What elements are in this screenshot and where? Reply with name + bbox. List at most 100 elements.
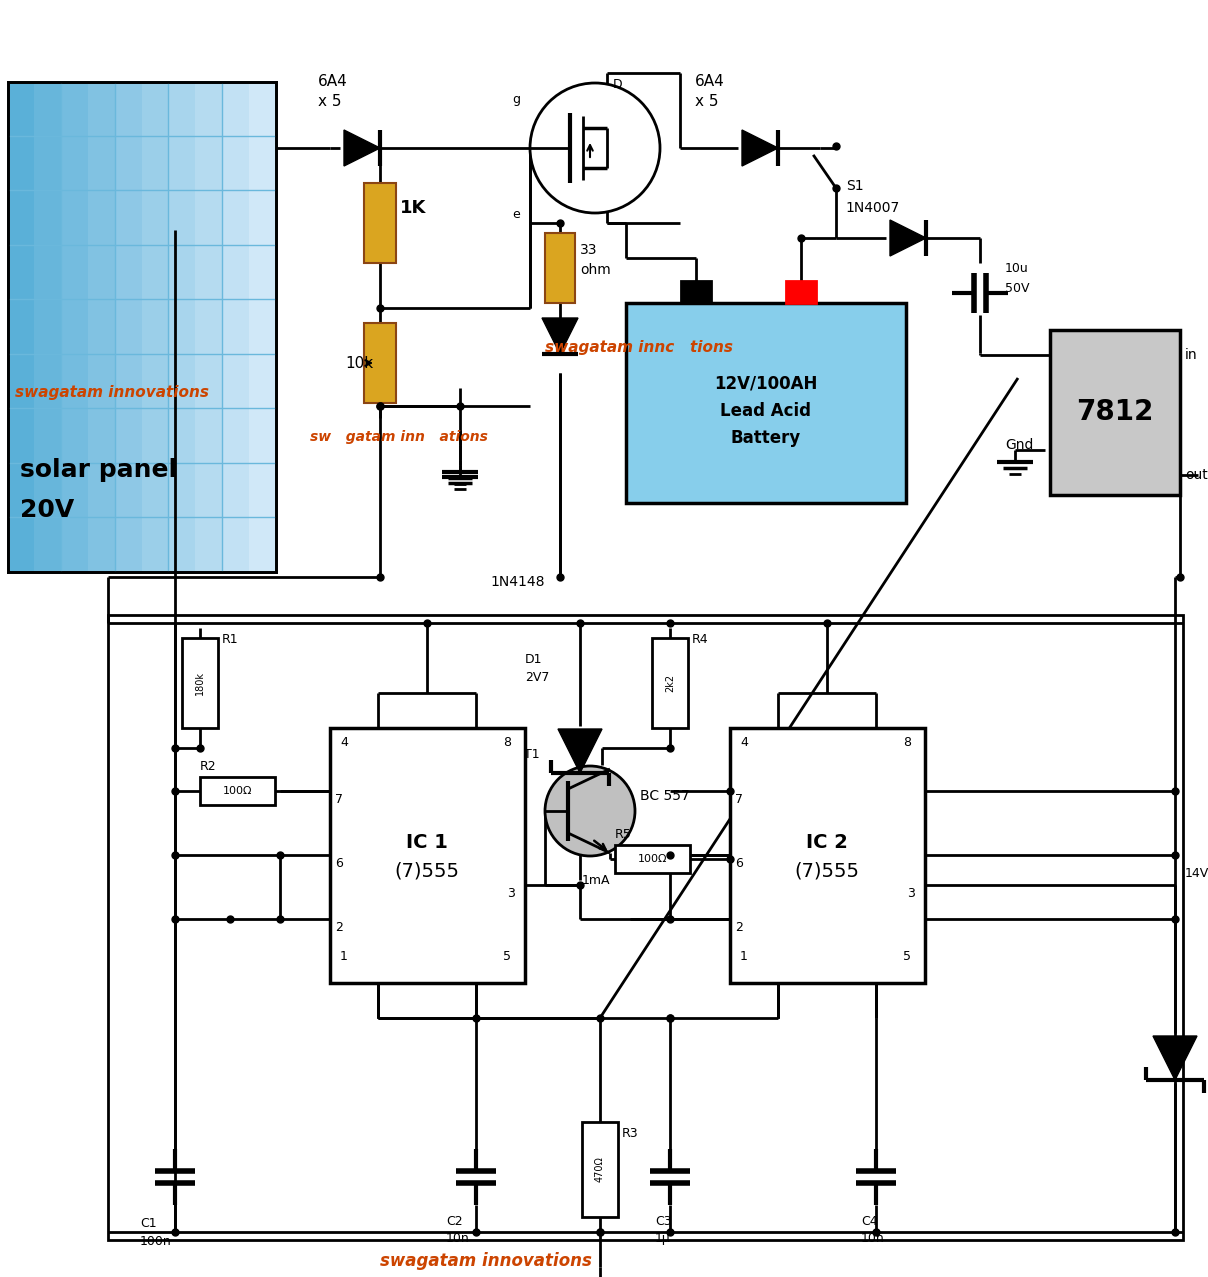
Bar <box>652 638 689 728</box>
Text: e: e <box>512 208 519 221</box>
Text: 180k: 180k <box>194 670 205 695</box>
Bar <box>34 82 60 572</box>
Text: 10k: 10k <box>345 355 373 370</box>
Bar <box>615 845 690 873</box>
Text: C3: C3 <box>655 1214 672 1228</box>
Text: 100Ω: 100Ω <box>638 854 667 865</box>
Text: 1N4007: 1N4007 <box>846 200 899 215</box>
Text: S1: S1 <box>846 179 864 193</box>
Bar <box>730 728 925 983</box>
Text: solar panel: solar panel <box>21 458 178 481</box>
Text: 5: 5 <box>904 950 911 963</box>
Text: 3: 3 <box>507 888 515 900</box>
Text: 4: 4 <box>741 736 748 750</box>
Text: BC 557: BC 557 <box>640 789 690 803</box>
Text: 10n: 10n <box>446 1232 470 1245</box>
Text: 8: 8 <box>904 736 911 750</box>
Text: x 5: x 5 <box>318 94 342 110</box>
Polygon shape <box>742 130 778 166</box>
Text: R3: R3 <box>622 1128 639 1140</box>
Bar <box>143 82 169 572</box>
Bar <box>8 82 35 572</box>
Text: Lead Acid: Lead Acid <box>720 402 812 420</box>
Text: C4: C4 <box>861 1214 878 1228</box>
Text: 6: 6 <box>335 857 343 870</box>
Text: out: out <box>1185 467 1208 481</box>
Text: D: D <box>612 78 622 91</box>
Text: 33: 33 <box>580 243 598 257</box>
Text: 8: 8 <box>503 736 511 750</box>
Bar <box>8 82 275 572</box>
Text: R5: R5 <box>615 827 632 842</box>
Text: sw   gatam inn   ations: sw gatam inn ations <box>310 430 488 444</box>
Bar <box>201 776 275 805</box>
Text: in: in <box>1185 349 1197 361</box>
Text: ohm: ohm <box>580 263 611 277</box>
Bar <box>626 303 906 503</box>
Text: 1N4148: 1N4148 <box>490 575 545 589</box>
Text: 2V7: 2V7 <box>525 670 550 684</box>
Text: 6: 6 <box>734 857 743 870</box>
Bar <box>168 82 194 572</box>
Bar <box>786 281 815 303</box>
Bar <box>182 638 217 728</box>
Text: C1: C1 <box>140 1217 157 1230</box>
Text: 5: 5 <box>503 950 511 963</box>
Text: R2: R2 <box>201 760 216 773</box>
Circle shape <box>545 766 635 856</box>
Bar <box>222 82 249 572</box>
Text: 7812: 7812 <box>1076 398 1154 427</box>
Text: 7: 7 <box>734 793 743 806</box>
Polygon shape <box>1152 1036 1197 1080</box>
Bar <box>88 82 115 572</box>
Text: 12V/100AH: 12V/100AH <box>714 374 818 392</box>
Polygon shape <box>542 318 577 354</box>
Text: 1mA: 1mA <box>582 873 610 888</box>
Text: 1: 1 <box>741 950 748 963</box>
Text: IC 2: IC 2 <box>806 834 848 853</box>
Text: R1: R1 <box>222 633 239 646</box>
Text: T1: T1 <box>524 748 540 761</box>
Text: Gnd: Gnd <box>1005 438 1033 452</box>
Text: swagatam innc   tions: swagatam innc tions <box>545 340 733 355</box>
Bar <box>364 183 396 263</box>
Polygon shape <box>344 130 381 166</box>
Text: 1K: 1K <box>400 199 426 217</box>
Text: 10u: 10u <box>1005 262 1029 275</box>
Bar <box>194 82 222 572</box>
Text: (7)555: (7)555 <box>395 862 459 881</box>
Text: R4: R4 <box>692 633 709 646</box>
Bar <box>582 1122 618 1217</box>
Text: 6A4: 6A4 <box>318 74 348 89</box>
Text: 2: 2 <box>734 921 743 933</box>
Text: Battery: Battery <box>731 429 801 447</box>
Bar <box>60 82 88 572</box>
Bar <box>8 82 275 572</box>
Text: 100Ω: 100Ω <box>222 787 252 796</box>
Polygon shape <box>890 220 927 255</box>
Circle shape <box>530 83 660 213</box>
Text: C2: C2 <box>446 1214 463 1228</box>
Polygon shape <box>558 729 602 773</box>
Text: g: g <box>512 93 519 106</box>
Text: 1: 1 <box>339 950 348 963</box>
Text: 50V: 50V <box>1005 281 1029 295</box>
Text: IC 1: IC 1 <box>406 834 448 853</box>
Bar <box>681 281 712 303</box>
Text: x 5: x 5 <box>695 94 719 110</box>
Bar <box>249 82 275 572</box>
Text: 20V: 20V <box>21 498 74 522</box>
Text: 470Ω: 470Ω <box>596 1157 605 1183</box>
Text: swagatam innovations: swagatam innovations <box>14 384 209 400</box>
Text: (7)555: (7)555 <box>795 862 860 881</box>
Text: 2k2: 2k2 <box>664 674 675 692</box>
Text: 14V: 14V <box>1185 867 1208 880</box>
Text: 7: 7 <box>335 793 343 806</box>
Text: 100n: 100n <box>140 1235 172 1248</box>
Text: 4: 4 <box>339 736 348 750</box>
Bar <box>330 728 525 983</box>
Text: 3: 3 <box>907 888 914 900</box>
Text: 6A4: 6A4 <box>695 74 725 89</box>
Text: 2: 2 <box>335 921 343 933</box>
Text: 1µ: 1µ <box>655 1232 670 1245</box>
